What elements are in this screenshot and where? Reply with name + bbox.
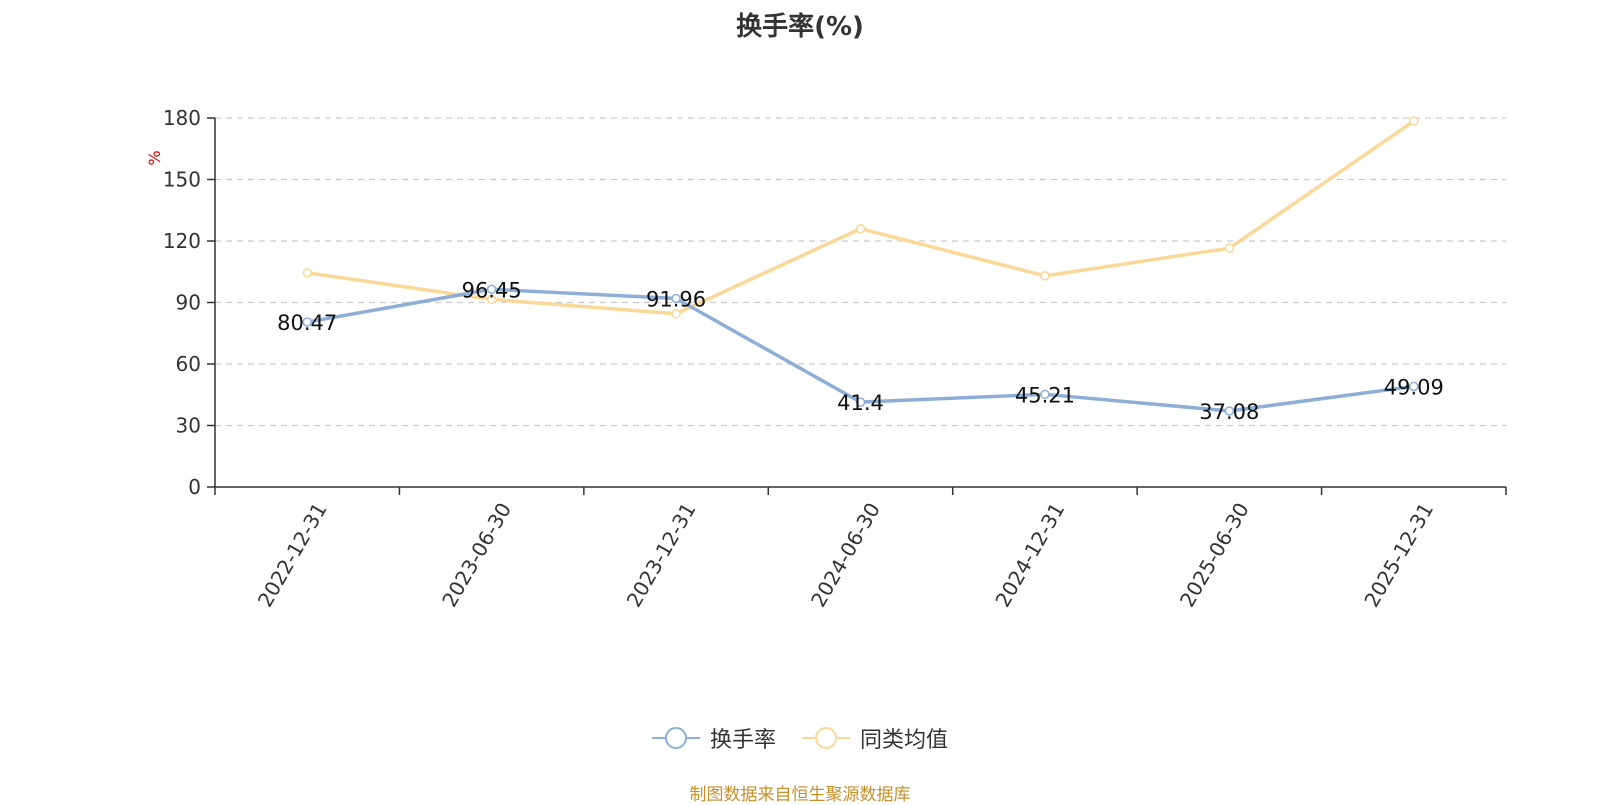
- data-point-0[interactable]: [1040, 389, 1050, 400]
- legend-peer-average-icon: [802, 727, 850, 749]
- x-tick-label: 2023-06-30: [437, 498, 516, 611]
- data-label: 45.21: [1015, 383, 1075, 407]
- x-tick-label: 2025-06-30: [1175, 499, 1254, 612]
- data-label: 49.09: [1384, 375, 1444, 399]
- y-axis-unit: %: [145, 150, 164, 165]
- data-labels: 80.47 96.45 91.96 41.4 45.21 37.08 49.09: [277, 278, 1444, 424]
- data-point-0[interactable]: [1409, 381, 1419, 392]
- data-point-0[interactable]: [302, 317, 312, 327]
- data-point-1[interactable]: [671, 309, 681, 319]
- data-point-1[interactable]: [1409, 116, 1419, 126]
- y-tick-label: 120: [163, 229, 201, 253]
- data-point-0[interactable]: [671, 293, 681, 304]
- y-tick-label: 0: [188, 475, 201, 499]
- y-tick-label: 150: [163, 168, 201, 192]
- data-label: 80.47: [277, 311, 337, 335]
- x-tick-label: 2024-12-31: [990, 499, 1069, 612]
- x-tick-label: 2022-12-31: [253, 499, 332, 612]
- data-point-0[interactable]: [486, 284, 497, 295]
- x-tick-label: 2023-12-31: [622, 499, 701, 612]
- chart-title: 换手率(%): [736, 12, 864, 42]
- data-label: 96.45: [462, 278, 522, 302]
- y-tick-label: 30: [176, 414, 201, 438]
- data-label: 41.4: [837, 391, 884, 415]
- data-point-1[interactable]: [855, 223, 866, 234]
- legend-peer-average-label: 同类均值: [860, 728, 949, 753]
- axes: 0 30 60 90 120 150 180% 2022-12-31 2023-06-30 202…: [145, 106, 1507, 612]
- legend-item-turnover[interactable]: 换手率: [651, 722, 776, 754]
- data-point-0[interactable]: [855, 397, 866, 407]
- x-tick-label: 2024-06-30: [806, 499, 885, 612]
- legend-item-peer-average[interactable]: 同类均值: [802, 722, 948, 754]
- x-tick-label: 2025-12-31: [1359, 499, 1438, 612]
- data-point-1[interactable]: [1224, 243, 1235, 253]
- series-lines: [302, 116, 1419, 416]
- grid-lines: [215, 117, 1506, 427]
- data-point-1[interactable]: [302, 268, 312, 278]
- legend-turnover-icon: [651, 727, 700, 749]
- y-tick-label: 180: [163, 106, 201, 130]
- source-note: 制图数据来自恒生聚源数据库: [689, 785, 911, 805]
- legend-turnover-label: 换手率: [709, 728, 776, 753]
- data-point-1[interactable]: [486, 294, 497, 305]
- y-tick-label: 90: [176, 291, 201, 315]
- data-label: 37.08: [1199, 400, 1259, 424]
- line-chart: 0 30 60 90 120 150 180% 2022-12-31 2023-06-30 202…: [145, 106, 1507, 612]
- y-tick-label: 60: [176, 352, 201, 376]
- legend: 换手率 同类均值: [0, 722, 1600, 754]
- data-point-0[interactable]: [1224, 406, 1235, 416]
- data-point-1[interactable]: [1040, 271, 1050, 281]
- data-label: 91.96: [646, 287, 706, 311]
